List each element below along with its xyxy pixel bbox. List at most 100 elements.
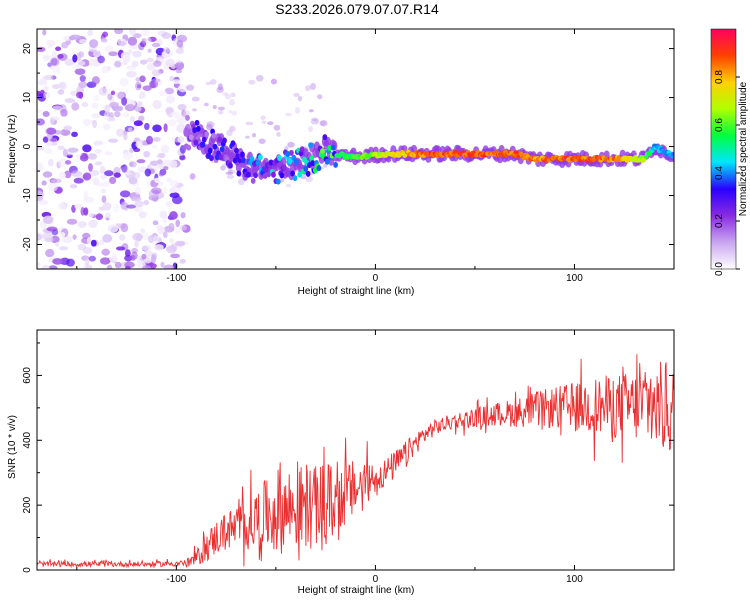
heatmap-cell: [135, 81, 142, 91]
heatmap-cell: [92, 177, 100, 186]
heatmap-cell: [136, 159, 146, 164]
heatmap-cell: [144, 122, 150, 131]
heatmap-cell: [42, 29, 47, 36]
heatmap-cell: [218, 154, 224, 161]
colorbar: 0.0 0.2 0.4 0.6 0.8 Normalized spectral ampl…: [710, 28, 749, 276]
heatmap-cell: [163, 166, 169, 171]
heatmap-cell: [132, 232, 144, 241]
heatmap-cell: [96, 182, 107, 187]
heatmap-cell: [108, 138, 119, 143]
heatmap-cell: [306, 162, 312, 169]
colorbar-tick-label: 0.0: [714, 262, 725, 276]
heatmap-cell: [38, 200, 49, 205]
heatmap-cell: [245, 121, 254, 126]
heatmap-cell: [228, 110, 233, 114]
heatmap-cell: [88, 212, 95, 218]
heatmap-cell: [310, 118, 319, 125]
heatmap-cell: [285, 183, 291, 188]
heatmap-cell: [46, 127, 57, 135]
heatmap-cell: [168, 187, 177, 194]
heatmap-cell: [117, 38, 122, 46]
heatmap-cell: [327, 144, 333, 151]
heatmap-cell: [114, 60, 122, 68]
heatmap-cell: [230, 92, 236, 98]
heatmap-cell: [244, 135, 250, 139]
heatmap-blobs: [37, 29, 674, 269]
heatmap-cell: [188, 134, 194, 141]
heatmap-cell: [104, 170, 114, 177]
heatmap-cell: [219, 146, 225, 153]
heatmap-cell: [102, 201, 112, 211]
heatmap-cell: [292, 175, 298, 182]
heatmap-cell: [209, 79, 217, 85]
heatmap-cell: [200, 141, 206, 148]
heatmap-cell: [133, 120, 143, 127]
heatmap-cell: [113, 166, 121, 175]
heatmap-cell: [130, 196, 142, 202]
heatmap-cell: [52, 105, 63, 111]
heatmap-cell: [222, 92, 229, 96]
heatmap-cell: [140, 29, 150, 37]
heatmap-cell: [162, 217, 168, 224]
heatmap-cell: [99, 165, 106, 175]
heatmap-cell: [271, 171, 276, 178]
heatmap-cell: [183, 110, 191, 117]
heatmap-cell: [64, 170, 72, 179]
heatmap-cell: [319, 120, 328, 127]
heatmap-cell: [228, 162, 233, 169]
heatmap-cell: [101, 66, 109, 74]
heatmap-cell: [146, 62, 156, 71]
heatmap-cell: [77, 60, 86, 66]
heatmap-cell: [163, 186, 168, 195]
heatmap-cell: [67, 147, 79, 153]
heatmap-cell: [325, 136, 332, 147]
heatmap-cell: [59, 246, 69, 251]
heatmap-cell: [150, 254, 157, 264]
heatmap-cell: [246, 171, 251, 178]
heatmap-cell: [144, 37, 152, 44]
heatmap-cell: [131, 247, 138, 254]
heatmap-cell: [217, 136, 223, 143]
heatmap-cell: [129, 29, 136, 36]
heatmap-cell: [121, 96, 128, 106]
heatmap-cell: [42, 110, 50, 118]
heatmap-cell: [94, 161, 103, 166]
heatmap-cell: [671, 152, 674, 157]
heatmap-cell: [88, 169, 100, 176]
heatmap-cell: [97, 55, 105, 64]
heatmap-cell: [253, 172, 258, 179]
colorbar-bar: [710, 28, 737, 270]
heatmap-cell: [43, 55, 54, 60]
heatmap-cell: [80, 207, 85, 216]
heatmap-cell: [37, 162, 44, 172]
heatmap-cell: [310, 160, 316, 167]
heatmap-cell: [37, 146, 45, 151]
heatmap-cell: [58, 202, 67, 210]
heatmap-cell: [225, 171, 233, 175]
heatmap-cell: [120, 223, 129, 233]
snr-ticks: -100 0 100 0 200 400 600: [22, 330, 675, 585]
heatmap-cell: [285, 150, 291, 157]
heatmap-cell: [151, 78, 161, 83]
heatmap-cell: [106, 264, 113, 269]
figure-title: S233.2026.079.07.07.R14: [275, 1, 439, 17]
heatmap-cell: [61, 235, 73, 244]
snr-ytick-label: 400: [22, 431, 33, 448]
heatmap-cell: [151, 42, 161, 48]
heatmap-cell: [50, 235, 60, 244]
heatmap-cell: [74, 68, 86, 75]
heatmap-cell: [52, 258, 63, 265]
heatmap-cell: [194, 119, 200, 126]
snr-xtick-label: 100: [566, 574, 583, 585]
heatmap-cell: [116, 128, 124, 137]
heatmap-cell: [134, 186, 141, 195]
heatmap-cell: [303, 165, 309, 172]
heatmap-cell: [87, 153, 98, 160]
heatmap-cell: [158, 172, 164, 177]
spectrogram-xlabel: Height of straight line (km): [298, 286, 415, 297]
heatmap-cell: [128, 49, 133, 55]
heatmap-cell: [152, 99, 162, 109]
heatmap-cell: [70, 170, 82, 177]
heatmap-cell: [37, 233, 42, 241]
